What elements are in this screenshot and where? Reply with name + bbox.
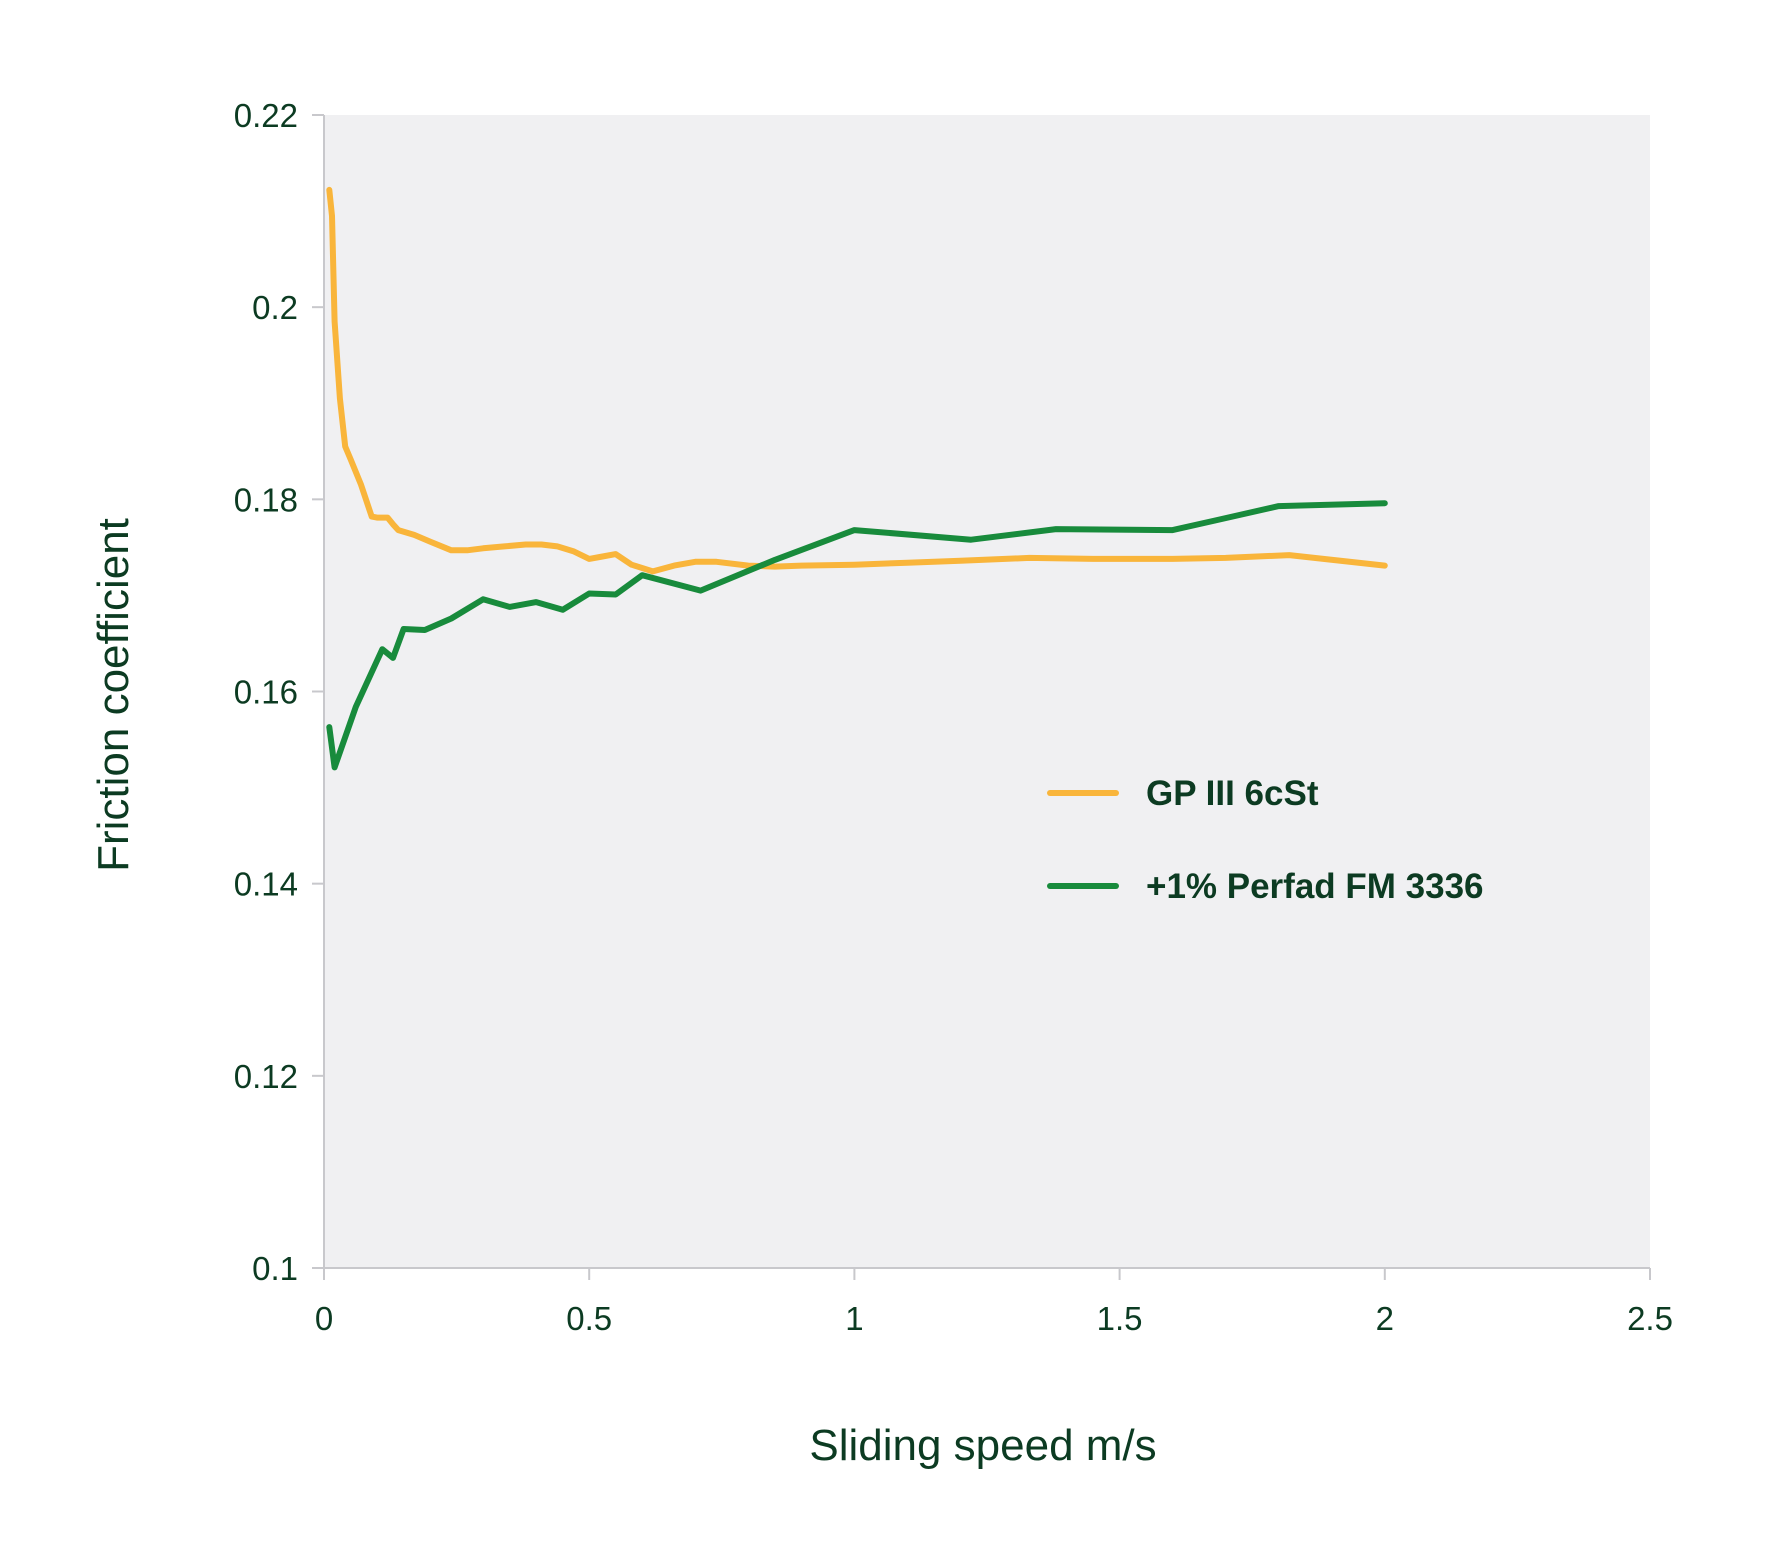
x-axis-ticks: 0 0.5 1 1.5 2 2.5 xyxy=(315,1268,1673,1337)
y-axis-ticks: 0.1 0.12 0.14 0.16 0.18 0.2 0.22 xyxy=(234,97,324,1287)
x-axis-title: Sliding speed m/s xyxy=(809,1421,1156,1470)
series-layer xyxy=(326,186,1388,771)
legend-label: +1% Perfad FM 3336 xyxy=(1146,867,1484,906)
legend: GP III 6cSt +1% Perfad FM 3336 xyxy=(1047,774,1484,906)
y-tick-label: 0.16 xyxy=(234,674,298,711)
plot-area xyxy=(324,115,1650,1268)
x-tick-label: 1.5 xyxy=(1097,1300,1143,1337)
x-tick-label: 0.5 xyxy=(566,1300,612,1337)
y-tick-label: 0.22 xyxy=(234,97,298,134)
y-axis-title: Friction coefficient xyxy=(89,518,138,872)
x-tick-label: 2.5 xyxy=(1627,1300,1673,1337)
y-tick-label: 0.1 xyxy=(252,1250,298,1287)
y-tick-label: 0.12 xyxy=(234,1058,298,1095)
x-tick-label: 2 xyxy=(1376,1300,1394,1337)
y-tick-label: 0.14 xyxy=(234,866,298,903)
x-tick-label: 1 xyxy=(845,1300,863,1337)
x-tick-label: 0 xyxy=(315,1300,333,1337)
series-line-2 xyxy=(326,500,1388,771)
legend-label: GP III 6cSt xyxy=(1146,774,1319,813)
y-tick-label: 0.18 xyxy=(234,481,298,518)
y-tick-label: 0.2 xyxy=(252,289,298,326)
series-line-1 xyxy=(326,186,1388,575)
